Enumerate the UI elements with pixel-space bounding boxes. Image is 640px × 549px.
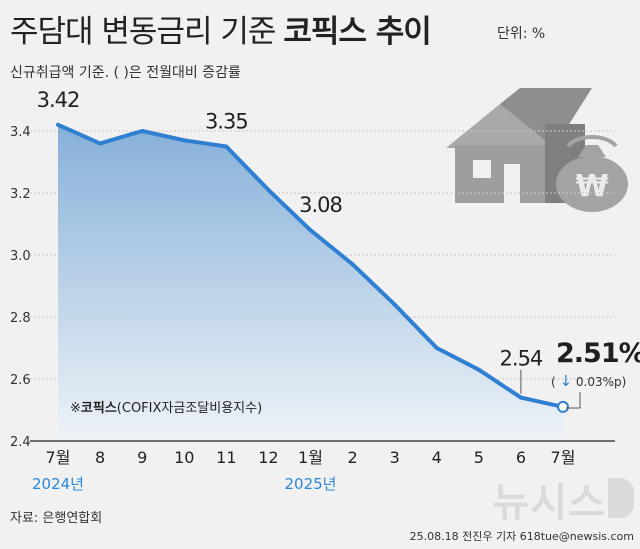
- y-tick-label: 2.4: [10, 435, 31, 450]
- credit-label: 25.08.18 전진우 기자 618tue@newsis.com: [409, 530, 634, 543]
- latest-change-label: ( ↓ 0.03%p): [551, 372, 626, 390]
- x-tick-label: 1월: [298, 448, 323, 467]
- x-tick-label: 7월: [46, 448, 71, 467]
- x-tick-label: 11: [216, 448, 236, 467]
- x-tick-label: 2: [347, 448, 357, 467]
- data-label: 3.08: [299, 193, 342, 217]
- data-label: 3.35: [205, 110, 248, 134]
- data-point: [266, 187, 271, 192]
- y-tick-label: 3.4: [10, 125, 31, 140]
- x-tick-label: 9: [137, 448, 147, 467]
- data-point: [518, 395, 523, 400]
- data-point: [224, 144, 229, 149]
- newsis-logo: 뉴시스: [492, 480, 606, 526]
- data-point: [140, 129, 145, 133]
- data-label: 2.54: [500, 347, 543, 371]
- data-label: 3.42: [37, 88, 80, 112]
- year-label: 2024년: [32, 475, 84, 493]
- source-label: 자료: 은행연합회: [10, 511, 103, 526]
- area-fill: [58, 124, 563, 442]
- y-tick-label: 3.2: [10, 187, 31, 202]
- title-bold: 코픽스 추이: [283, 14, 431, 50]
- legend-note: ※코픽스(COFIX자금조달비용지수): [70, 400, 262, 416]
- y-tick-label: 2.6: [10, 373, 31, 388]
- data-point: [182, 138, 187, 143]
- legend-note-bold: 코픽스: [81, 400, 117, 416]
- svg-text:₩: ₩: [575, 169, 608, 204]
- year-label: 2025년: [285, 475, 337, 493]
- data-point: [308, 228, 313, 233]
- data-point: [557, 400, 569, 413]
- unit-label: 단위: %: [497, 26, 546, 42]
- y-tick-label: 2.8: [10, 311, 31, 326]
- x-tick-label: 6: [516, 448, 526, 467]
- x-tick-label: 10: [174, 448, 194, 467]
- latest-change-open: (: [551, 375, 556, 389]
- data-point: [476, 367, 481, 372]
- x-tick-label: 7월: [551, 448, 576, 467]
- x-tick-label: 5: [474, 448, 484, 467]
- x-tick-label: 8: [95, 448, 105, 467]
- x-tick-label: 4: [432, 448, 442, 467]
- latest-value-label: 2.51%: [556, 338, 640, 369]
- x-tick-label: 3: [390, 448, 400, 467]
- money-bag-icon: ₩: [556, 135, 628, 212]
- legend-note-mark: ※: [70, 401, 81, 416]
- newsis-logo-mark: [608, 478, 634, 518]
- subtitle: 신규취급액 기준. ( )은 전월대비 증감률: [10, 65, 241, 81]
- latest-change-close: ): [622, 375, 627, 389]
- data-point: [434, 346, 439, 350]
- latest-change-value: 0.03%p: [576, 375, 622, 389]
- data-point: [392, 302, 397, 307]
- down-arrow-icon: ↓: [560, 372, 573, 390]
- data-point: [56, 122, 60, 127]
- x-tick-label: 12: [258, 448, 278, 467]
- title-main: 주담대 변동금리 기준: [10, 14, 276, 50]
- latest-leader-line: [566, 392, 581, 409]
- data-point: [98, 141, 103, 146]
- data-point: [350, 262, 355, 267]
- y-tick-label: 3.0: [10, 249, 31, 264]
- chart-title: 주담대 변동금리 기준 코픽스 추이: [10, 6, 432, 51]
- legend-note-rest: (COFIX자금조달비용지수): [117, 401, 262, 416]
